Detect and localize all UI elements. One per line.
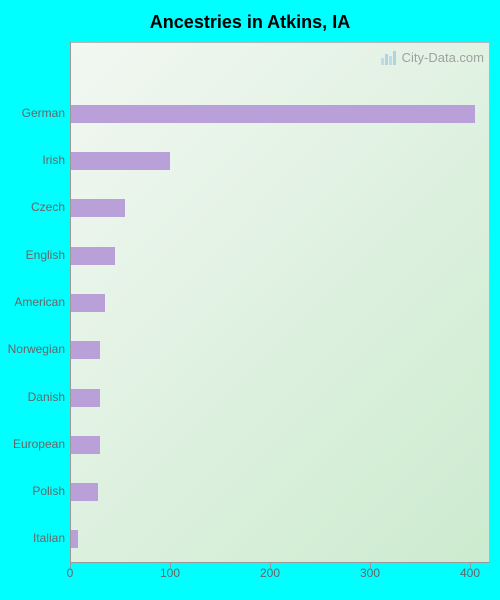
chart-title: Ancestries in Atkins, IA [0, 12, 500, 33]
x-axis-line [70, 562, 490, 563]
bar-chart-icon [380, 48, 398, 66]
y-axis-line [70, 42, 71, 562]
y-axis-label: English [0, 248, 65, 262]
y-axis-label: Danish [0, 390, 65, 404]
bar [70, 247, 115, 265]
x-axis-label: 400 [460, 566, 480, 580]
y-axis-label: Czech [0, 200, 65, 214]
y-axis-label: German [0, 106, 65, 120]
x-axis-tick [270, 562, 271, 568]
y-axis-label: European [0, 437, 65, 451]
watermark-text: City-Data.com [402, 50, 484, 65]
x-axis-tick [70, 562, 71, 568]
x-axis-tick [470, 562, 471, 568]
bar [70, 436, 100, 454]
x-axis-tick [370, 562, 371, 568]
bar [70, 483, 98, 501]
x-axis-tick [170, 562, 171, 568]
y-axis-label: Irish [0, 153, 65, 167]
y-axis-label: American [0, 295, 65, 309]
bar [70, 530, 78, 548]
x-axis-label: 200 [260, 566, 280, 580]
watermark: City-Data.com [380, 48, 484, 66]
bar [70, 341, 100, 359]
bar [70, 199, 125, 217]
bar [70, 389, 100, 407]
page-background: Ancestries in Atkins, IA German Irish Czec… [0, 0, 500, 600]
x-axis-label: 0 [67, 566, 74, 580]
x-axis-label: 100 [160, 566, 180, 580]
plot-area [70, 42, 490, 562]
x-axis-label: 300 [360, 566, 380, 580]
y-axis-label: Italian [0, 531, 65, 545]
y-axis-label: Polish [0, 484, 65, 498]
bar [70, 294, 105, 312]
y-axis-label: Norwegian [0, 342, 65, 356]
bar [70, 105, 475, 123]
bar [70, 152, 170, 170]
